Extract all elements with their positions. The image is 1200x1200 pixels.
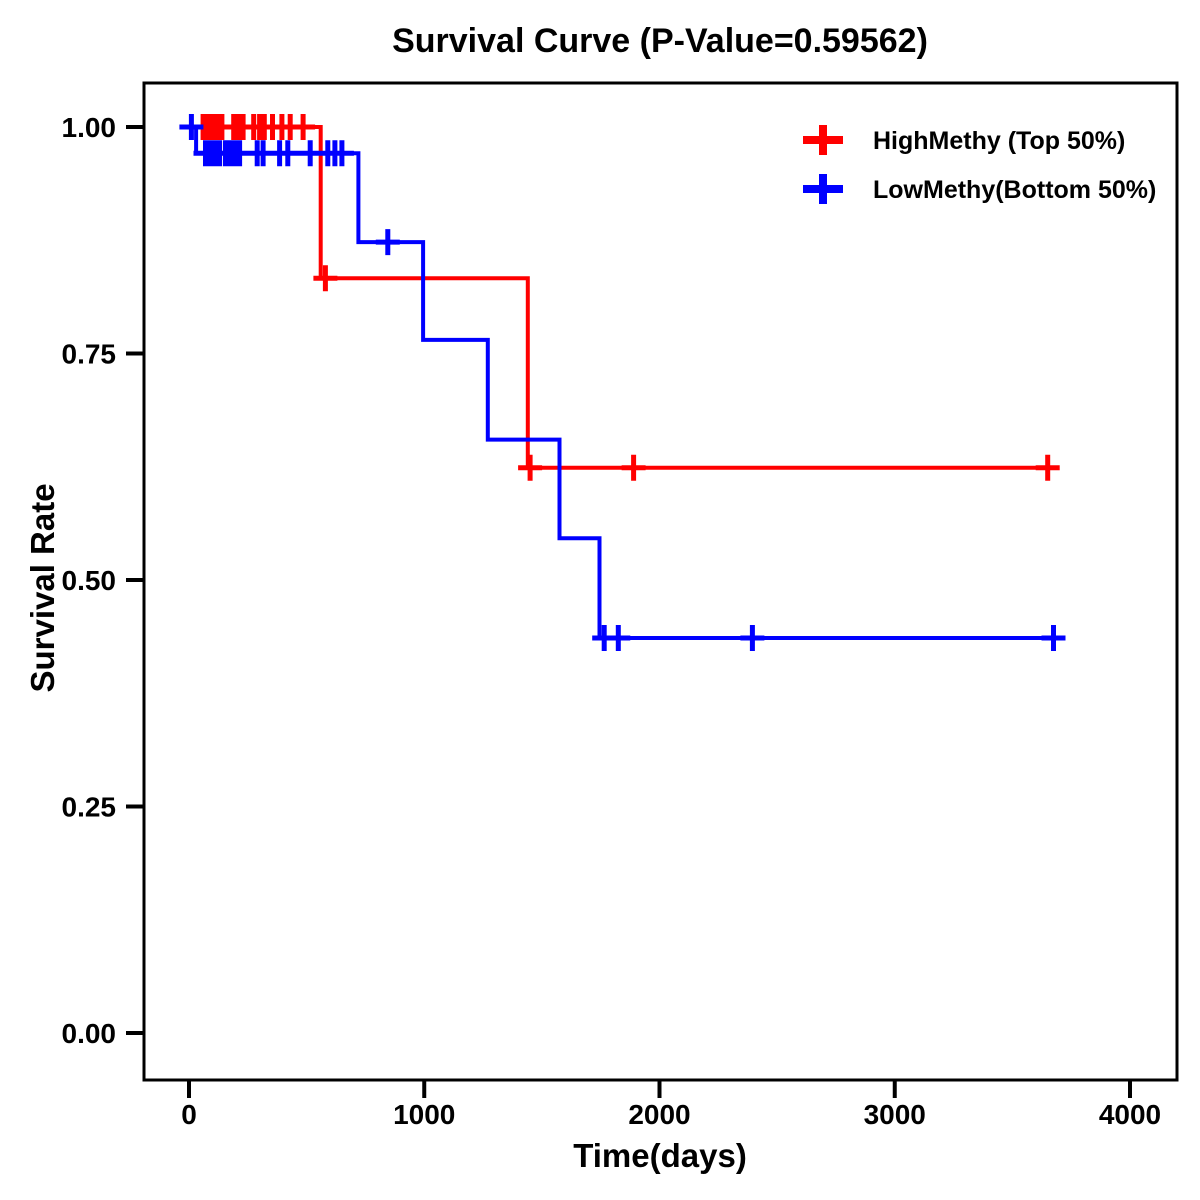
x-axis-label: Time(days) [573,1137,747,1174]
y-axis-label: Survival Rate [24,483,61,692]
legend-item: LowMethy(Bottom 50%) [803,174,1156,204]
legend-label: HighMethy (Top 50%) [873,127,1125,155]
y-axis-ticks: 0.00 0.25 0.50 0.75 1.00 [62,112,144,1049]
y-tick-label: 1.00 [62,112,117,143]
legend-label: LowMethy(Bottom 50%) [873,176,1156,204]
y-tick-label: 0.25 [62,792,117,823]
chart-title: Survival Curve (P-Value=0.59562) [392,22,928,60]
x-tick-label: 0 [181,1099,197,1130]
legend-marker [803,125,843,155]
y-tick-label: 0.00 [62,1018,117,1049]
y-tick-label: 0.50 [62,565,117,596]
legend: HighMethy (Top 50%) LowMethy(Bottom 50%) [803,125,1156,204]
x-tick-label: 3000 [864,1099,926,1130]
y-tick-label: 0.75 [62,339,117,370]
x-tick-label: 2000 [628,1099,690,1130]
legend-item: HighMethy (Top 50%) [803,125,1125,155]
x-tick-label: 4000 [1099,1099,1161,1130]
censor-marks [179,114,1066,651]
x-tick-label: 1000 [393,1099,455,1130]
x-axis-ticks: 0 1000 2000 3000 4000 [181,1080,1161,1130]
legend-marker [803,174,843,204]
plot-border [142,81,1179,1082]
series-layer [179,114,1066,651]
